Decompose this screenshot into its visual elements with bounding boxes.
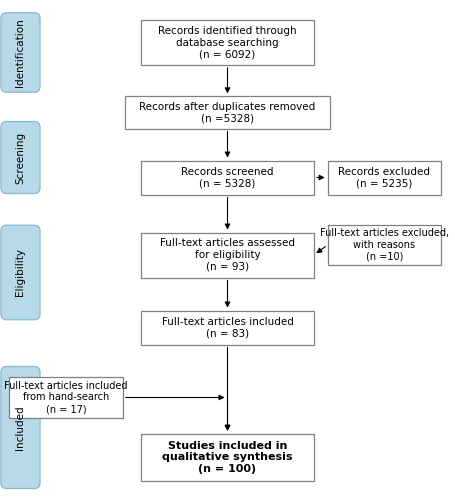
Text: Included: Included — [15, 405, 25, 450]
FancyBboxPatch shape — [141, 160, 314, 194]
FancyBboxPatch shape — [141, 20, 314, 65]
Text: Records screened
(n = 5328): Records screened (n = 5328) — [181, 166, 274, 188]
FancyBboxPatch shape — [1, 122, 40, 194]
FancyBboxPatch shape — [141, 232, 314, 278]
Text: Studies included in
qualitative synthesis
(n = 100): Studies included in qualitative synthesi… — [162, 441, 293, 474]
Text: Records excluded
(n = 5235): Records excluded (n = 5235) — [339, 166, 430, 188]
Text: Full-text articles included
(n = 83): Full-text articles included (n = 83) — [162, 316, 293, 338]
Text: Eligibility: Eligibility — [15, 248, 25, 296]
FancyBboxPatch shape — [125, 96, 330, 128]
Text: Records after duplicates removed
(n =5328): Records after duplicates removed (n =532… — [139, 102, 316, 124]
Text: Screening: Screening — [15, 132, 25, 184]
FancyBboxPatch shape — [141, 310, 314, 344]
FancyBboxPatch shape — [141, 434, 314, 481]
Text: Full-text articles excluded,
with reasons
(n =10): Full-text articles excluded, with reason… — [320, 228, 449, 262]
FancyBboxPatch shape — [328, 225, 441, 265]
Text: Records identified through
database searching
(n = 6092): Records identified through database sear… — [158, 26, 297, 59]
Text: Full-text articles included
from hand-search
(n = 17): Full-text articles included from hand-se… — [4, 381, 128, 414]
Text: Full-text articles assessed
for eligibility
(n = 93): Full-text articles assessed for eligibil… — [160, 238, 295, 272]
FancyBboxPatch shape — [1, 225, 40, 320]
FancyBboxPatch shape — [328, 160, 441, 194]
FancyBboxPatch shape — [9, 377, 123, 418]
FancyBboxPatch shape — [1, 12, 40, 92]
Text: Identification: Identification — [15, 18, 25, 87]
FancyBboxPatch shape — [1, 366, 40, 488]
